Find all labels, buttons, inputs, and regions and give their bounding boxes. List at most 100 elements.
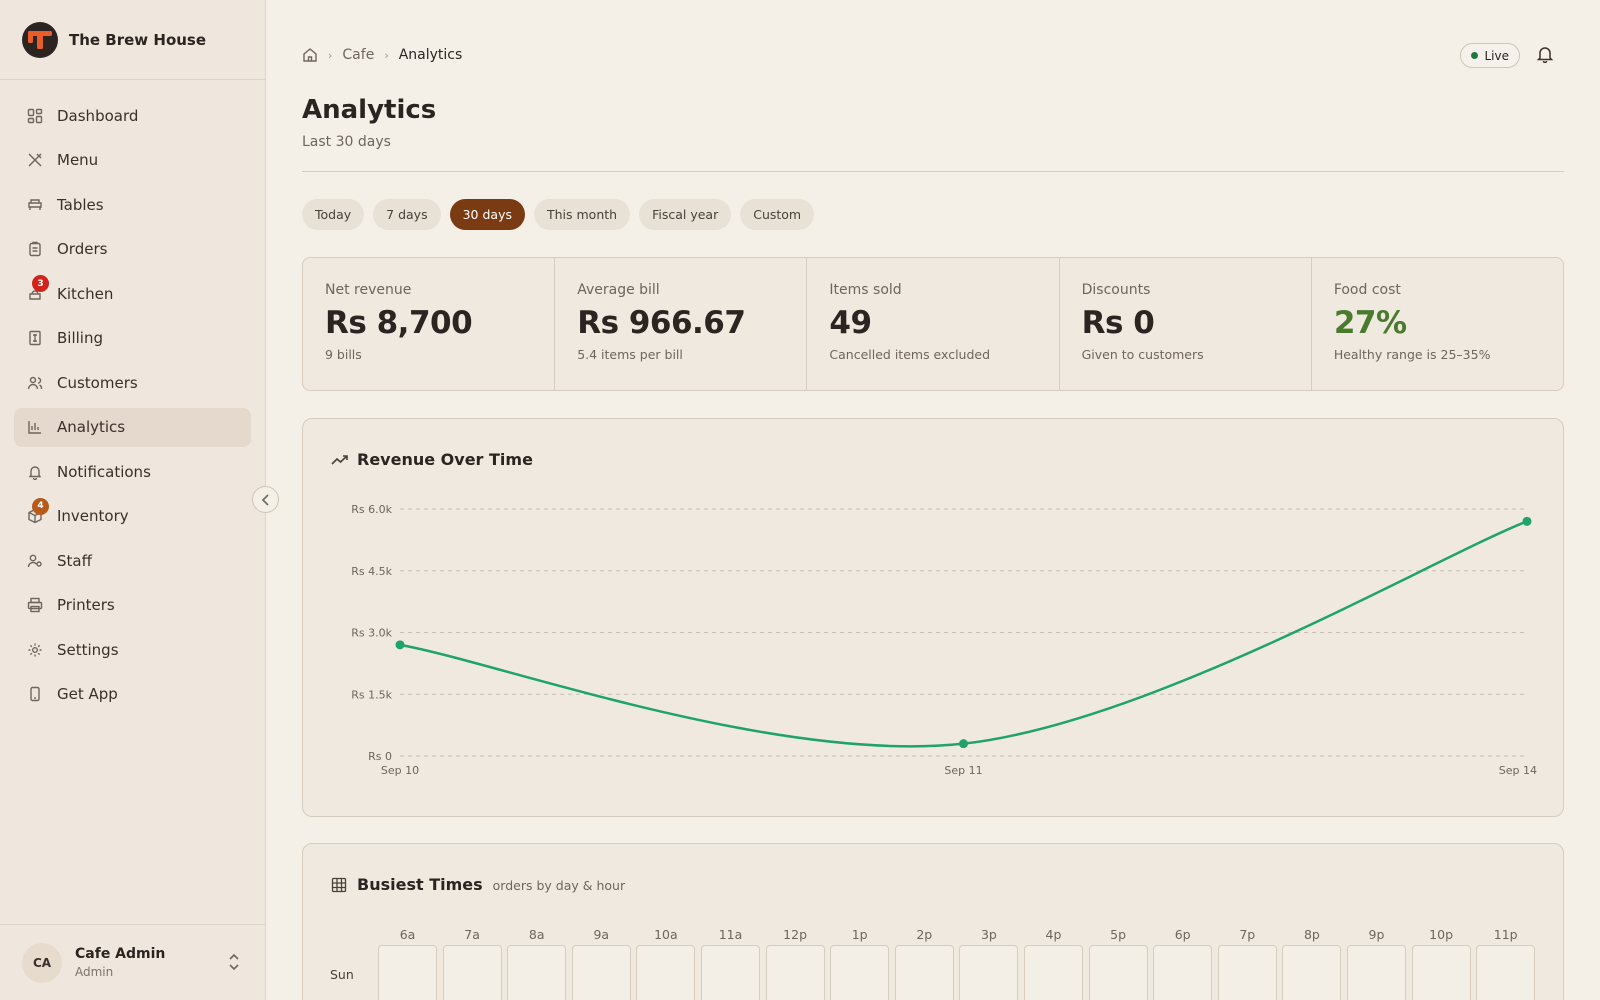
bell-icon: [26, 463, 44, 481]
brand-header[interactable]: The Brew House: [0, 0, 265, 80]
sidebar-nav: Dashboard Menu Tables Orders Kitchen 3 Billing…: [0, 80, 265, 714]
filter-chip-custom[interactable]: Custom: [740, 199, 815, 230]
filter-chip-today[interactable]: Today: [302, 199, 365, 230]
kpi-note: 9 bills: [325, 347, 362, 362]
heatmap-hour-label: 11p: [1493, 927, 1518, 942]
breadcrumb-section[interactable]: Cafe: [342, 47, 375, 63]
heatmap-cell[interactable]: [571, 945, 631, 1000]
sidebar: The Brew House Dashboard Menu Tables Orders…: [0, 0, 266, 1000]
heatmap-cell[interactable]: [1347, 945, 1406, 1000]
busiest-times-title: Busiest Times orders by day & hour: [357, 875, 625, 894]
x-tick-label: Sep 11: [944, 764, 982, 777]
heatmap-hour-label: 7p: [1239, 927, 1256, 942]
sidebar-item-label: Kitchen: [57, 284, 114, 303]
heatmap-cell[interactable]: [636, 945, 696, 1000]
kpi-value: Rs 0: [1081, 305, 1155, 341]
user-menu[interactable]: CA Cafe Admin Admin: [0, 924, 266, 1000]
receipt-icon: [26, 329, 44, 347]
heatmap-cell[interactable]: [378, 945, 437, 1000]
kpi-label: Food cost: [1333, 282, 1401, 298]
dashboard-icon: [26, 107, 44, 125]
heatmap-cell[interactable]: [701, 945, 760, 1000]
brand-name: The Brew House: [69, 30, 207, 49]
heatmap-cell[interactable]: [765, 945, 825, 1000]
sidebar-item-label: Menu: [57, 151, 99, 169]
sidebar-item-settings[interactable]: Settings: [14, 630, 251, 669]
avatar: CA: [22, 942, 62, 983]
heatmap-cell[interactable]: [1024, 945, 1083, 1000]
sidebar-item-printers[interactable]: Printers: [14, 586, 251, 625]
kpi-label: Discounts: [1081, 282, 1151, 298]
kpi-discounts: Discounts Rs 0 Given to customers: [1060, 258, 1312, 390]
revenue-series-line: [399, 520, 1528, 748]
sidebar-item-analytics[interactable]: Analytics: [14, 407, 251, 447]
page-subtitle: Last 30 days: [302, 134, 391, 150]
clipboard-icon: [26, 240, 44, 258]
kpi-value: Rs 966.67: [577, 305, 746, 341]
sidebar-item-staff[interactable]: Staff: [14, 541, 251, 580]
y-tick-label: Rs 3.0k: [351, 627, 392, 640]
bar-chart-icon: [26, 418, 44, 436]
heatmap-cell[interactable]: [894, 945, 954, 1000]
sidebar-item-tables[interactable]: Tables: [14, 185, 251, 224]
heatmap-cell[interactable]: [442, 945, 502, 1000]
filter-chip-fiscal-year[interactable]: Fiscal year: [639, 199, 732, 230]
sidebar-item-inventory[interactable]: Inventory 4: [14, 497, 251, 536]
heatmap-hour-label: 8a: [528, 927, 545, 942]
y-tick-label: Rs 0: [368, 750, 392, 763]
kpi-note: Cancelled items excluded: [829, 347, 991, 362]
heatmap-hour-label: 7a: [464, 927, 480, 942]
heatmap-cell[interactable]: [1217, 945, 1277, 1000]
live-status-badge: Live: [1460, 43, 1520, 68]
sidebar-item-billing[interactable]: Billing: [14, 319, 251, 358]
revenue-data-point[interactable]: [395, 640, 405, 650]
y-tick-label: Rs 1.5k: [351, 688, 392, 701]
printer-icon: [26, 596, 44, 614]
heatmap-hour-label: 1p: [851, 927, 868, 942]
kpi-note: Healthy range is 25–35%: [1333, 347, 1491, 362]
heatmap-cell[interactable]: [1411, 945, 1471, 1000]
revenue-data-point[interactable]: [1522, 516, 1532, 526]
sidebar-item-notifications[interactable]: Notifications: [14, 452, 251, 491]
heatmap-hour-label: 10a: [654, 927, 678, 942]
sidebar-item-label: Printers: [57, 596, 115, 614]
home-icon[interactable]: [302, 47, 318, 63]
notifications-bell-icon[interactable]: [1536, 45, 1554, 67]
heatmap-cell[interactable]: [1476, 945, 1536, 1000]
heatmap-hour-label: 2p: [916, 927, 933, 942]
sidebar-badge: 4: [32, 497, 49, 515]
chevron-updown-icon[interactable]: [228, 953, 240, 975]
date-range-filters: Today 7 days 30 days This month Fiscal year C…: [302, 199, 815, 230]
sidebar-item-label: Billing: [57, 329, 103, 347]
heatmap-cell[interactable]: [1088, 945, 1148, 1000]
sidebar-item-dashboard[interactable]: Dashboard: [14, 96, 251, 135]
brand-logo: [22, 21, 58, 58]
revenue-data-point[interactable]: [959, 739, 968, 749]
sidebar-item-customers[interactable]: Customers: [14, 363, 251, 402]
sidebar-item-menu[interactable]: Menu: [14, 141, 251, 180]
collapse-sidebar-button[interactable]: [252, 486, 279, 513]
heatmap-cell[interactable]: [507, 945, 567, 1000]
user-key-icon: [26, 552, 44, 570]
utensils-icon: [26, 151, 44, 169]
filter-chip-this-month[interactable]: This month: [533, 199, 631, 230]
breadcrumb-current: Analytics: [398, 47, 463, 63]
heatmap-cell[interactable]: [1153, 945, 1213, 1000]
sidebar-item-kitchen[interactable]: Kitchen 3: [14, 274, 251, 313]
kpi-strip: Net revenue Rs 8,700 9 bills Average bill Rs…: [302, 257, 1564, 391]
heatmap-cell[interactable]: [830, 945, 890, 1000]
chevron-left-icon: [261, 493, 269, 506]
heatmap-hour-label: 8p: [1303, 927, 1320, 942]
heatmap-hour-label: 12p: [783, 927, 808, 942]
live-dot-icon: [1471, 52, 1479, 59]
revenue-line-chart[interactable]: Rs 0 Rs 1.5k Rs 3.0k Rs 4.5k Rs 6.0k Sep 10 Se…: [303, 419, 1565, 818]
sidebar-item-get-app[interactable]: Get App: [14, 675, 251, 714]
heatmap-cell[interactable]: [1282, 945, 1342, 1000]
kpi-value: Rs 8,700: [325, 305, 473, 341]
sidebar-item-orders[interactable]: Orders: [14, 230, 251, 269]
main-content: › Cafe › Analytics Live Analytics Last 3…: [302, 0, 1564, 1000]
filter-chip-7-days[interactable]: 7 days: [373, 199, 441, 230]
sidebar-item-label: Analytics: [57, 418, 126, 436]
filter-chip-30-days[interactable]: 30 days: [449, 199, 525, 230]
heatmap-cell[interactable]: [959, 945, 1019, 1000]
